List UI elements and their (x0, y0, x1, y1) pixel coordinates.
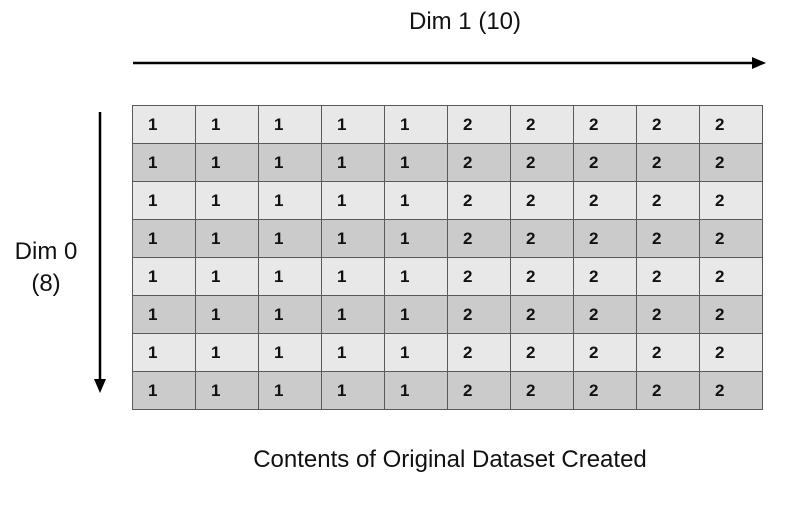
grid-cell: 1 (384, 333, 448, 372)
grid-cell: 2 (636, 181, 700, 220)
grid-cell: 2 (699, 371, 763, 410)
grid-cell: 1 (195, 371, 259, 410)
grid-cell: 2 (699, 143, 763, 182)
grid-cell: 2 (510, 333, 574, 372)
grid-cell: 1 (195, 333, 259, 372)
grid-cell: 2 (699, 105, 763, 144)
grid-cell: 2 (636, 371, 700, 410)
grid-cell: 1 (384, 105, 448, 144)
grid-cell: 1 (195, 143, 259, 182)
grid-cell: 1 (132, 219, 196, 258)
grid-cell: 1 (258, 257, 322, 296)
grid-cell: 1 (132, 257, 196, 296)
grid-cell: 2 (447, 219, 511, 258)
grid-cell: 1 (384, 181, 448, 220)
grid-cell: 2 (573, 295, 637, 334)
grid-cell: 1 (321, 295, 385, 334)
grid-cell: 2 (510, 371, 574, 410)
grid-cell: 1 (195, 105, 259, 144)
grid-cell: 2 (447, 295, 511, 334)
dim0-label: Dim 0 (8) (8, 236, 84, 300)
grid-cell: 1 (258, 105, 322, 144)
grid-cell: 2 (699, 219, 763, 258)
grid-cell: 1 (384, 143, 448, 182)
grid-cell: 1 (321, 105, 385, 144)
grid-cell: 2 (447, 105, 511, 144)
grid-cell: 1 (132, 295, 196, 334)
grid-cell: 1 (384, 219, 448, 258)
grid-cell: 2 (699, 333, 763, 372)
grid-cell: 1 (195, 219, 259, 258)
grid-cell: 2 (573, 181, 637, 220)
grid-cell: 1 (258, 181, 322, 220)
grid-cell: 1 (384, 295, 448, 334)
grid-cell: 1 (321, 333, 385, 372)
grid-cell: 1 (132, 105, 196, 144)
grid-cell: 2 (636, 105, 700, 144)
dim1-label: Dim 1 (10) (408, 8, 522, 35)
grid-cell: 2 (699, 257, 763, 296)
grid-cell: 2 (573, 143, 637, 182)
dim0-arrow (94, 112, 106, 393)
grid-cell: 1 (132, 371, 196, 410)
grid-cell: 2 (636, 143, 700, 182)
grid-cell: 2 (510, 143, 574, 182)
dim0-label-name: Dim 0 (14, 238, 78, 265)
grid-cell: 2 (636, 257, 700, 296)
grid-cell: 2 (699, 181, 763, 220)
grid-cell: 1 (195, 257, 259, 296)
grid-cell: 1 (195, 295, 259, 334)
grid-cell: 2 (447, 181, 511, 220)
grid-cell: 2 (510, 219, 574, 258)
grid-cell: 2 (573, 257, 637, 296)
grid-cell: 2 (510, 257, 574, 296)
grid-cell: 1 (132, 333, 196, 372)
grid-cell: 2 (573, 219, 637, 258)
caption: Contents of Original Dataset Created (253, 446, 647, 473)
grid-cell: 2 (699, 295, 763, 334)
grid-cell: 1 (258, 219, 322, 258)
grid-cell: 2 (447, 333, 511, 372)
grid-cell: 2 (636, 219, 700, 258)
grid-cell: 2 (447, 371, 511, 410)
grid-cell: 1 (384, 257, 448, 296)
grid-cell: 1 (258, 295, 322, 334)
grid-cell: 1 (258, 143, 322, 182)
grid-cell: 2 (447, 143, 511, 182)
grid-cell: 2 (510, 181, 574, 220)
grid-cell: 1 (258, 333, 322, 372)
grid-cell: 2 (636, 333, 700, 372)
dim1-arrow (133, 57, 766, 69)
grid-cell: 1 (258, 371, 322, 410)
grid-cell: 1 (132, 143, 196, 182)
grid-cell: 1 (132, 181, 196, 220)
grid-cell: 1 (321, 143, 385, 182)
grid-cell: 2 (510, 105, 574, 144)
grid-cell: 2 (573, 333, 637, 372)
grid-cell: 2 (447, 257, 511, 296)
grid-cell: 1 (195, 181, 259, 220)
grid-cell: 2 (573, 371, 637, 410)
grid-cell: 1 (321, 257, 385, 296)
grid-cell: 1 (321, 181, 385, 220)
dim0-label-size: (8) (31, 270, 61, 297)
grid-cell: 2 (636, 295, 700, 334)
grid-cell: 1 (384, 371, 448, 410)
grid-cell: 2 (510, 295, 574, 334)
grid-cell: 2 (573, 105, 637, 144)
grid-cell: 1 (321, 219, 385, 258)
grid-cell: 1 (321, 371, 385, 410)
